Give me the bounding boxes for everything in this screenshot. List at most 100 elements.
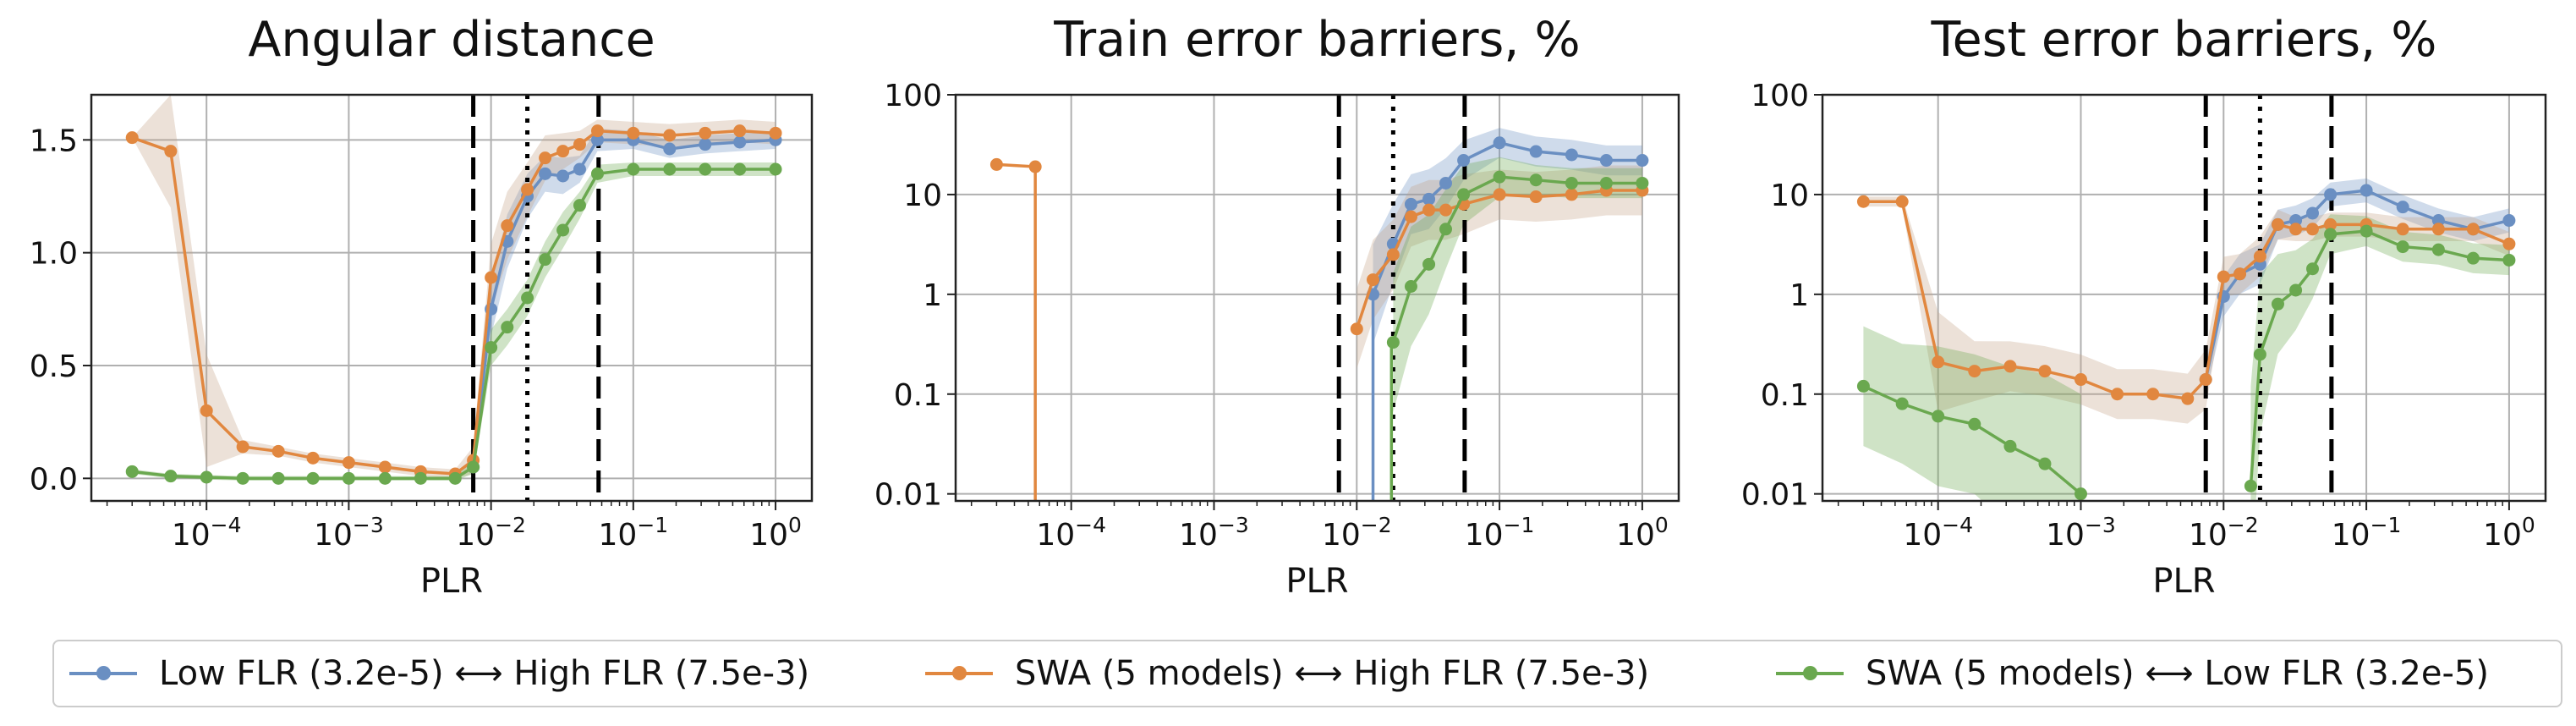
x-tick-label: 10−3 [1179,513,1249,553]
legend-label: SWA (5 models) ⟷ Low FLR (3.2e-5) [1866,654,2489,693]
data-point [1422,192,1436,206]
x-tick-label: 10−4 [1036,513,1106,553]
data-point [769,162,782,176]
data-point [1856,195,1870,208]
legend-label: SWA (5 models) ⟷ High FLR (7.5e-3) [1015,654,1650,693]
series-band [1863,326,2081,501]
y-tick-label: 0.1 [894,378,942,413]
data-point [2360,224,2373,238]
data-point [1932,355,1945,369]
x-axis-label: PLR [420,562,483,601]
data-point [1599,176,1613,190]
data-point [1968,365,1981,378]
data-point [1599,154,1613,168]
y-tick-label: 0.01 [874,478,942,513]
data-point [1422,257,1436,271]
x-tick-label: 10−2 [2189,513,2259,553]
data-point [1457,154,1471,168]
axes-frame [90,93,814,503]
data-point [590,124,604,138]
data-point [1493,170,1506,184]
data-point [2111,388,2124,401]
data-point [1565,188,1578,201]
x-tick-label: 100 [1616,513,1669,553]
x-tick-label: 10−4 [172,513,242,553]
data-point [1386,248,1400,261]
chart-panel-2: 0.01 0.1 1 10 100 10−4 10−3 10−2 10−1 100 Train er… [874,12,1680,601]
data-point [1895,397,1909,410]
data-point [2038,457,2052,470]
data-point [2502,253,2516,267]
data-point [556,169,570,183]
y-tick-label: 0.0 [30,462,78,497]
data-point [1404,197,1417,211]
data-point [125,465,139,478]
data-point [467,460,480,474]
data-point [1386,336,1400,349]
axes-frame [954,93,1680,503]
data-point [2074,487,2087,501]
x-tick-label: 10−2 [456,513,526,553]
y-tick-label: 1.0 [30,237,78,272]
data-point [539,151,552,165]
data-point [539,253,552,267]
data-point [2466,251,2480,265]
data-point [2324,188,2338,201]
data-point [2431,214,2445,228]
data-point [2466,223,2480,236]
data-point [2181,392,2195,405]
legend-swatch [69,666,137,680]
data-point [1404,280,1417,294]
data-point [2038,365,2052,378]
data-point [2324,217,2338,231]
data-point [627,162,640,176]
data-point [2360,184,2373,197]
plot-area [125,95,782,501]
y-tick-label: 10 [1770,179,1809,213]
x-tick-label: 10−2 [1322,513,1392,553]
data-point [2431,243,2445,256]
data-point [2253,250,2266,263]
legend-item-swa-low: SWA (5 models) ⟷ Low FLR (3.2e-5) [1776,641,2489,706]
x-tick-label: 10−1 [2332,513,2402,553]
legend-item-swa-high: SWA (5 models) ⟷ High FLR (7.5e-3) [925,641,1649,706]
y-tick-label: 0.1 [1761,378,1809,413]
data-point [236,440,249,454]
chart-panel-3: 0.01 0.1 1 10 100 10−4 10−3 10−2 10−1 100 Test err… [1741,12,2547,601]
x-tick-label: 10−1 [1465,513,1535,553]
y-tick-label: 0.01 [1741,478,1809,513]
data-point [236,471,249,485]
data-point [699,126,712,140]
data-point [125,131,139,145]
data-point [2253,348,2266,361]
data-point [1404,210,1417,223]
data-point [627,126,640,140]
data-point [2324,228,2338,241]
series-band [1357,165,1642,369]
data-point [733,124,747,138]
chart-title: Angular distance [248,12,655,68]
data-point [1028,160,1042,173]
data-point [1350,322,1363,336]
data-point [2217,270,2230,283]
axes-frame [1821,93,2547,503]
data-point [573,138,586,151]
data-point [699,138,712,151]
data-point [2306,223,2320,236]
data-point [1529,173,1543,187]
data-point [699,162,712,176]
y-tick-label: 10 [903,179,942,213]
data-point [271,444,285,458]
data-point [1439,176,1453,190]
series-band [2250,214,2509,501]
data-point [590,133,604,146]
data-point [1636,176,1649,190]
data-point [501,321,514,334]
data-point [2003,439,2017,453]
data-point [989,157,1003,171]
data-point [573,162,586,176]
data-point [2074,373,2087,387]
data-point [539,167,552,180]
y-tick-label: 1 [1789,278,1809,313]
data-point [1367,273,1380,287]
